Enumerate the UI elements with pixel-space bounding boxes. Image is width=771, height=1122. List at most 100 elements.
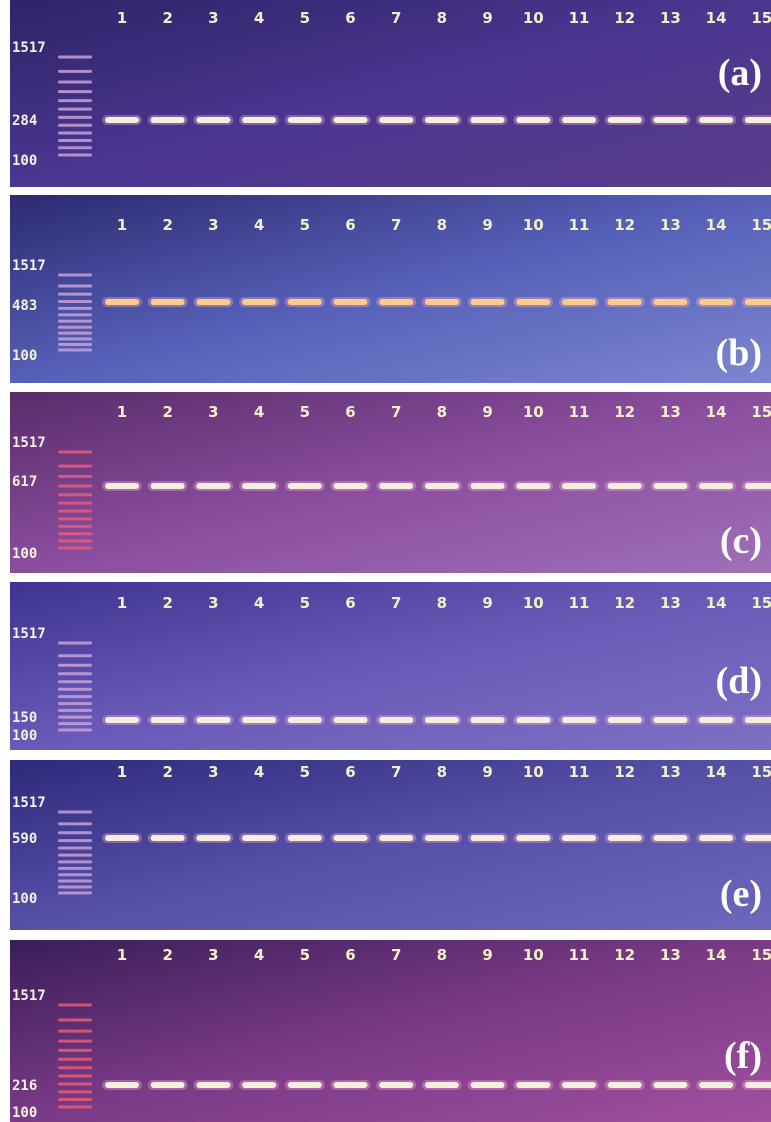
lane-number: 14 — [706, 763, 727, 781]
lane-number: 13 — [660, 594, 681, 612]
dna-band — [653, 717, 687, 723]
lane-number: 14 — [706, 403, 727, 421]
dna-band — [425, 117, 459, 123]
ladder-band — [58, 274, 92, 277]
gel-figure: 1517284100123456789101112131415(a)151748… — [0, 0, 771, 1122]
dna-band — [608, 117, 642, 123]
dna-band — [334, 117, 368, 123]
gel-panel: 1517590100123456789101112131415(e) — [10, 760, 771, 930]
lane-number: 9 — [482, 946, 492, 964]
lane-number: 15 — [751, 403, 771, 421]
ladder-band — [58, 847, 92, 850]
lane-number: 9 — [482, 9, 492, 27]
lane-number: 9 — [482, 594, 492, 612]
ladder-band — [58, 285, 92, 288]
lane-number: 10 — [523, 946, 544, 964]
lane-number: 11 — [569, 946, 590, 964]
dna-band — [699, 483, 733, 489]
lane-number: 7 — [391, 403, 401, 421]
lane-number: 12 — [614, 9, 635, 27]
lane-number: 7 — [391, 216, 401, 234]
dna-band — [608, 835, 642, 841]
lane-number: 6 — [345, 9, 355, 27]
dna-band — [196, 299, 230, 305]
ladder-band — [58, 654, 92, 657]
lane-number: 14 — [706, 216, 727, 234]
lane-number: 8 — [437, 946, 447, 964]
lane-number: 15 — [751, 763, 771, 781]
ladder-label: 1517 — [12, 626, 46, 642]
dna-band — [562, 835, 596, 841]
dna-band — [288, 835, 322, 841]
lane-number: 13 — [660, 946, 681, 964]
lane-number: 5 — [300, 594, 310, 612]
ladder-band — [58, 672, 92, 675]
dna-band — [334, 483, 368, 489]
dna-band — [242, 117, 276, 123]
dna-band — [425, 835, 459, 841]
lane-number: 1 — [117, 216, 127, 234]
dna-band — [471, 717, 505, 723]
ladder-band — [58, 709, 92, 712]
ladder-band — [58, 1040, 92, 1043]
dna-band — [425, 717, 459, 723]
ladder-band — [58, 1049, 92, 1052]
ladder-band — [58, 332, 92, 335]
ladder-label: 1517 — [12, 435, 46, 451]
lane-number: 1 — [117, 403, 127, 421]
lane-number: 8 — [437, 594, 447, 612]
lane-number: 12 — [614, 403, 635, 421]
lane-number: 1 — [117, 594, 127, 612]
ladder-band — [58, 702, 92, 705]
dna-band — [242, 1082, 276, 1088]
ladder-label: 100 — [12, 1105, 37, 1121]
ladder-band — [58, 525, 92, 528]
ladder-band — [58, 56, 92, 59]
dna-band — [471, 299, 505, 305]
ladder-band — [58, 337, 92, 340]
dna-band — [379, 717, 413, 723]
dna-band — [653, 117, 687, 123]
ladder-band — [58, 1090, 92, 1093]
lane-number: 12 — [614, 216, 635, 234]
dna-band — [562, 299, 596, 305]
ladder-band — [58, 1098, 92, 1101]
dna-band — [608, 717, 642, 723]
lane-number: 12 — [614, 763, 635, 781]
lane-number: 11 — [569, 216, 590, 234]
ladder-band — [58, 313, 92, 316]
dna-band — [699, 117, 733, 123]
lane-number: 14 — [706, 9, 727, 27]
ladder-band — [58, 1058, 92, 1061]
dna-band — [608, 483, 642, 489]
ladder-label: 590 — [12, 831, 37, 847]
ladder-band — [58, 688, 92, 691]
dna-band — [653, 1082, 687, 1088]
lane-number: 4 — [254, 594, 264, 612]
dna-band — [334, 835, 368, 841]
ladder-band — [58, 722, 92, 725]
lane-number: 7 — [391, 594, 401, 612]
lane-number: 9 — [482, 763, 492, 781]
dna-band — [699, 299, 733, 305]
lane-number: 15 — [751, 216, 771, 234]
lane-number: 2 — [162, 946, 172, 964]
dna-band — [379, 1082, 413, 1088]
panel-label: (f) — [724, 1035, 762, 1077]
dna-band — [653, 299, 687, 305]
lane-number: 7 — [391, 946, 401, 964]
dna-band — [471, 1082, 505, 1088]
dna-band — [471, 483, 505, 489]
dna-band — [242, 483, 276, 489]
panel-label: (b) — [716, 332, 762, 374]
dna-band — [288, 299, 322, 305]
gel-background — [10, 0, 771, 187]
lane-number: 8 — [437, 403, 447, 421]
lane-number: 5 — [300, 763, 310, 781]
lane-number: 12 — [614, 594, 635, 612]
ladder-label: 100 — [12, 891, 37, 907]
lane-number: 3 — [208, 946, 218, 964]
dna-band — [379, 299, 413, 305]
dna-band — [105, 1082, 139, 1088]
